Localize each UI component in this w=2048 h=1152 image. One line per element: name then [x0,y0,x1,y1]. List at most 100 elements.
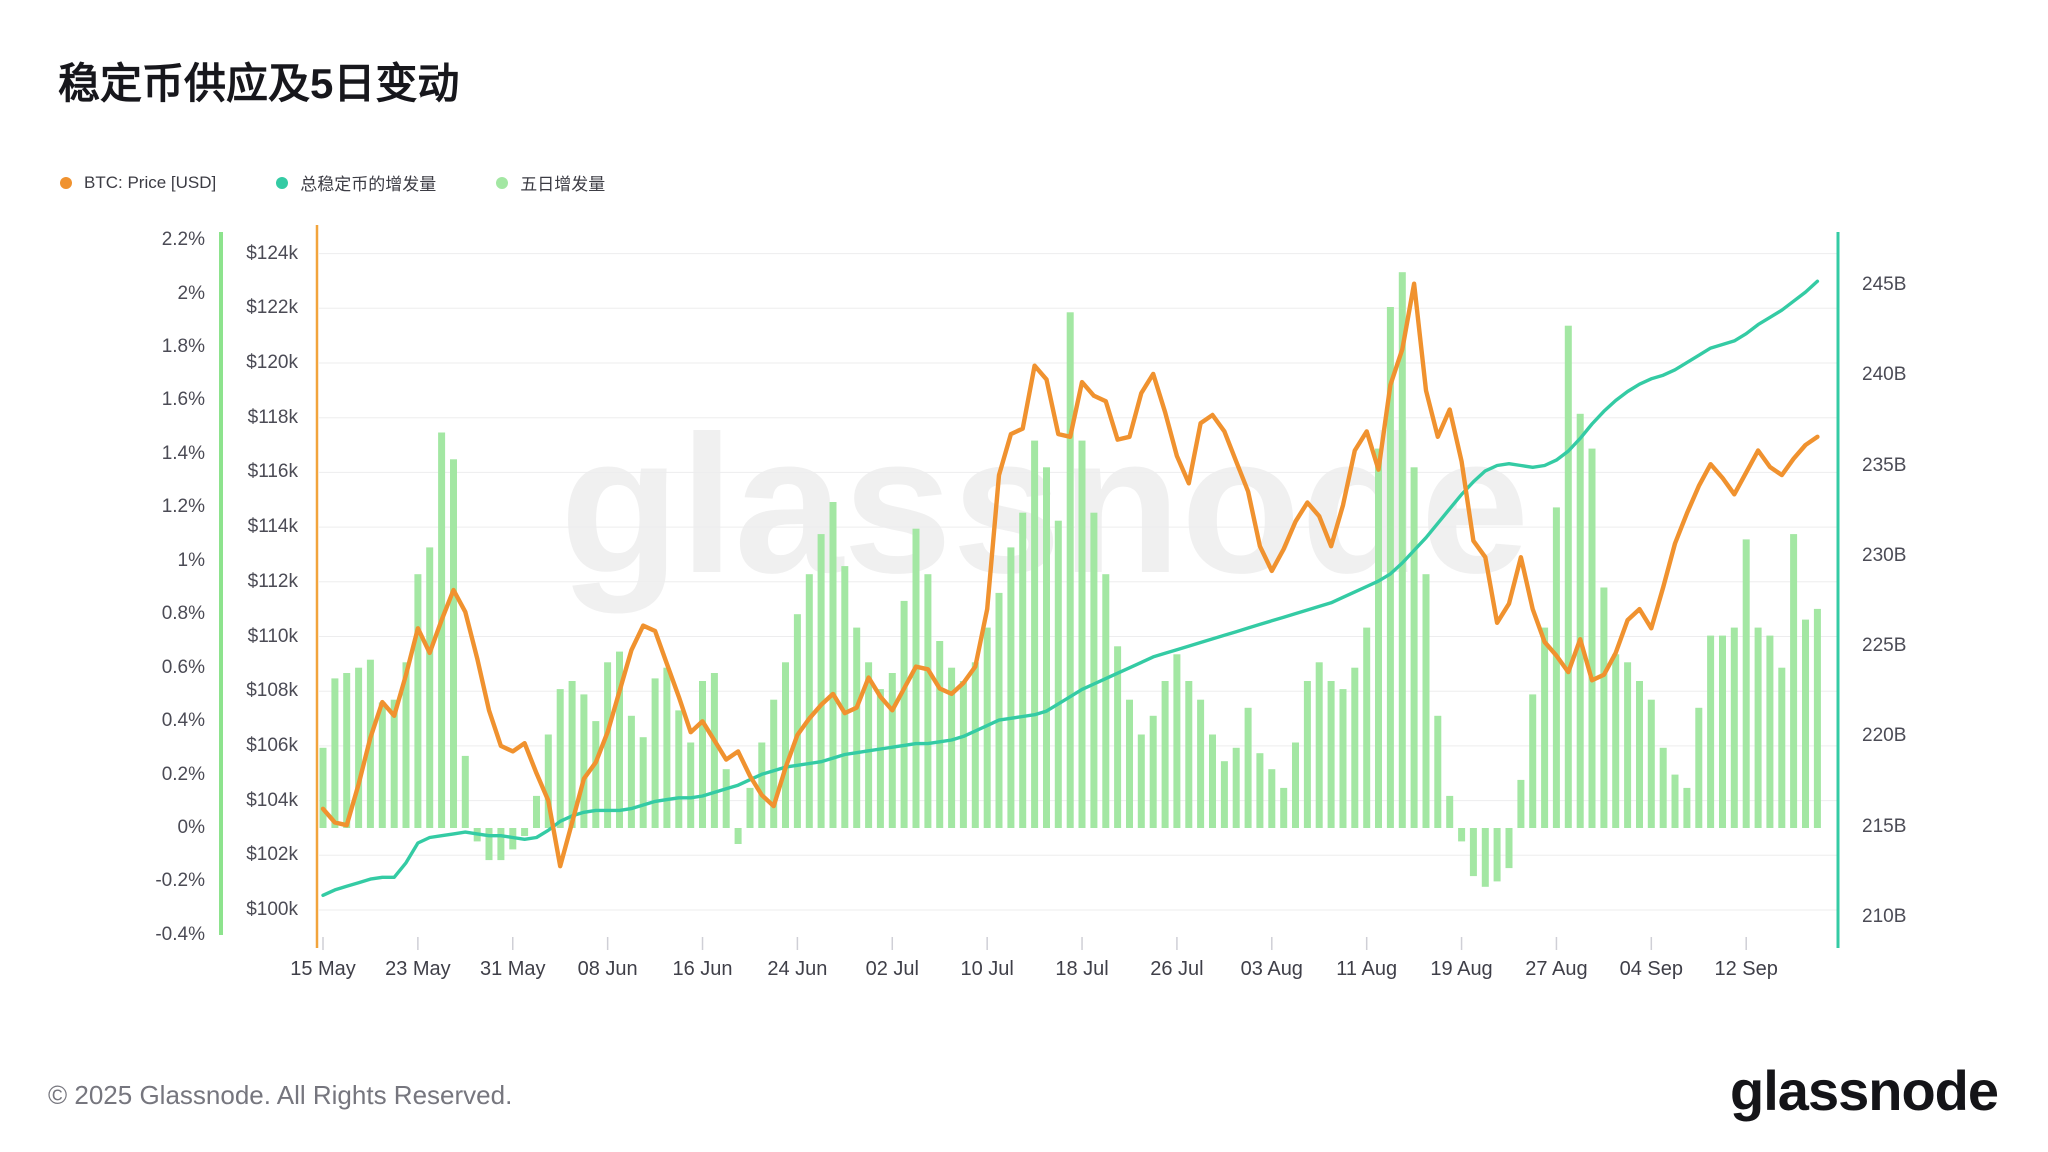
bar-5day-issuance[interactable] [948,667,956,828]
bar-5day-issuance[interactable] [616,651,623,828]
bar-5day-issuance[interactable] [390,699,398,828]
bar-5day-issuance[interactable] [746,787,754,828]
bar-5day-issuance[interactable] [1137,734,1145,829]
bar-5day-issuance[interactable] [1197,699,1205,828]
bar-5day-issuance[interactable] [378,702,386,828]
bar-5day-issuance[interactable] [544,734,552,829]
bar-5day-issuance[interactable] [853,627,861,828]
bar-5day-issuance[interactable] [1220,761,1228,828]
bar-5day-issuance[interactable] [533,795,540,828]
bar-5day-issuance[interactable] [1624,662,1632,828]
bar-5day-issuance[interactable] [1066,312,1074,828]
bar-5day-issuance[interactable] [1434,715,1442,828]
bar-5day-issuance[interactable] [793,614,801,828]
bar-5day-issuance[interactable] [1671,774,1679,828]
bar-5day-issuance[interactable] [1458,828,1466,842]
bar-5day-issuance[interactable] [1386,307,1394,828]
bar-5day-issuance[interactable] [710,673,718,828]
bar-5day-issuance[interactable] [1339,689,1347,828]
bar-5day-issuance[interactable] [1517,779,1525,828]
legend-item-btc-price[interactable]: BTC: Price [USD] [60,173,216,193]
bar-5day-issuance[interactable] [1552,507,1560,828]
bar-5day-issuance[interactable] [1351,667,1359,828]
bar-5day-issuance[interactable] [1541,627,1549,828]
bar-5day-issuance[interactable] [663,667,671,828]
bar-5day-issuance[interactable] [971,662,979,828]
legend-item-total-stablecoin-issuance[interactable]: 总稳定币的增发量 [276,170,436,195]
bar-5day-issuance[interactable] [331,678,339,828]
bar-5day-issuance[interactable] [699,681,706,828]
bar-5day-issuance[interactable] [1766,635,1774,828]
bar-5day-issuance[interactable] [1790,534,1798,828]
bar-5day-issuance[interactable] [876,689,884,828]
bar-5day-issuance[interactable] [1126,699,1133,828]
bar-5day-issuance[interactable] [1007,547,1015,828]
bar-5day-issuance[interactable] [1754,627,1762,828]
bar-5day-issuance[interactable] [841,566,849,828]
bar-5day-issuance[interactable] [722,769,730,828]
bar-5day-issuance[interactable] [770,699,778,828]
bar-5day-issuance[interactable] [936,641,944,828]
bar-5day-issuance[interactable] [450,459,457,828]
bar-5day-issuance[interactable] [675,710,683,828]
bar-5day-issuance[interactable] [438,432,446,829]
bar-5day-issuance[interactable] [1303,681,1311,828]
bar-5day-issuance[interactable] [426,547,434,828]
bar-5day-issuance[interactable] [888,673,896,828]
bar-5day-issuance[interactable] [1292,742,1299,829]
bar-5day-issuance[interactable] [1161,681,1169,828]
bar-5day-issuance[interactable] [900,600,908,828]
bar-5day-issuance[interactable] [924,574,932,828]
bar-5day-issuance[interactable] [1529,694,1537,828]
bar-5day-issuance[interactable] [1363,627,1371,828]
bar-5day-issuance[interactable] [1054,520,1062,828]
bar-5day-issuance[interactable] [355,667,363,828]
bar-5day-issuance[interactable] [1327,681,1335,828]
bar-5day-issuance[interactable] [1114,646,1122,828]
bar-5day-issuance[interactable] [343,673,351,828]
bar-5day-issuance[interactable] [592,721,600,828]
bar-5day-issuance[interactable] [604,662,612,828]
bar-5day-issuance[interactable] [1576,413,1584,828]
bar-5day-issuance[interactable] [959,681,967,828]
bar-5day-issuance[interactable] [639,737,647,828]
bar-5day-issuance[interactable] [1209,734,1216,829]
bar-5day-issuance[interactable] [1493,828,1501,882]
bar-5day-issuance[interactable] [817,534,825,828]
bar-5day-issuance[interactable] [1149,715,1157,828]
bar-5day-issuance[interactable] [1588,448,1596,828]
bar-5day-issuance[interactable] [497,828,505,861]
bar-5day-issuance[interactable] [1813,608,1821,828]
bar-5day-issuance[interactable] [1778,667,1786,828]
bar-5day-issuance[interactable] [1102,574,1110,828]
bar-5day-issuance[interactable] [1185,681,1193,828]
bar-5day-issuance[interactable] [995,592,1003,828]
bar-5day-issuance[interactable] [1719,635,1726,828]
bar-5day-issuance[interactable] [556,689,564,828]
bar-5day-issuance[interactable] [1730,627,1738,828]
bar-5day-issuance[interactable] [1636,681,1643,828]
bar-5day-issuance[interactable] [1090,512,1098,828]
bar-5day-issuance[interactable] [1564,325,1572,828]
bar-5day-issuance[interactable] [651,678,659,828]
bar-5day-issuance[interactable] [782,662,789,828]
bar-5day-issuance[interactable] [414,574,422,828]
bar-5day-issuance[interactable] [1695,707,1703,828]
bar-5day-issuance[interactable] [1647,699,1655,828]
bar-5day-issuance[interactable] [521,828,529,836]
bar-5day-issuance[interactable] [1600,587,1608,829]
bar-5day-issuance[interactable] [912,528,920,828]
bar-5day-issuance[interactable] [758,742,766,829]
bar-5day-issuance[interactable] [1078,440,1086,828]
bar-5day-issuance[interactable] [1802,619,1809,828]
bar-5day-issuance[interactable] [1268,769,1276,828]
bar-5day-issuance[interactable] [1410,467,1418,828]
bar-5day-issuance[interactable] [1256,753,1264,828]
bar-5day-issuance[interactable] [1019,512,1027,828]
bar-5day-issuance[interactable] [1742,539,1750,828]
bar-5day-issuance[interactable] [1375,448,1382,828]
bar-5day-issuance[interactable] [734,828,742,844]
bar-5day-issuance[interactable] [1280,787,1288,828]
bar-5day-issuance[interactable] [461,755,469,828]
bar-5day-issuance[interactable] [1505,828,1513,869]
